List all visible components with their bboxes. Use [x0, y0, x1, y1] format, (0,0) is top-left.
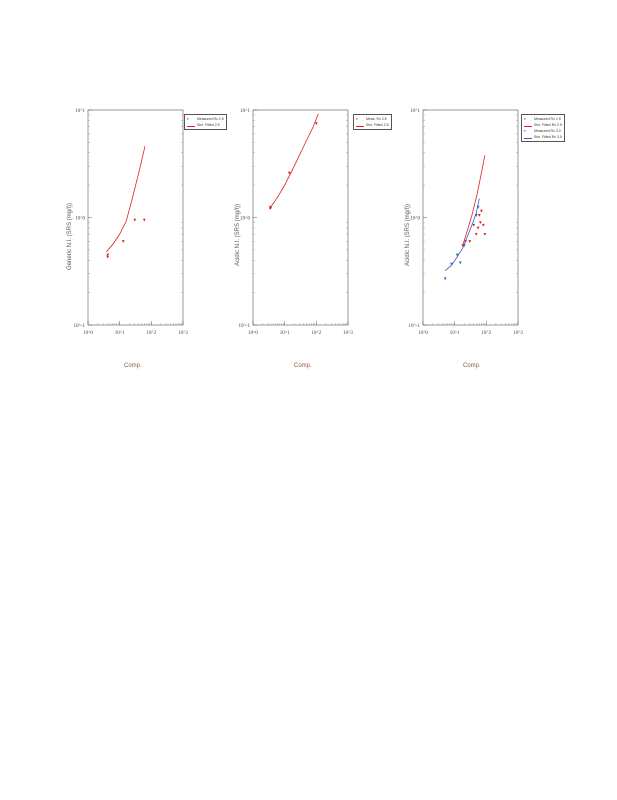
- x-axis-label-2: Comp.: [294, 363, 312, 369]
- data-point: [479, 221, 482, 225]
- legend-label: Measured Rx 2.5: [534, 117, 561, 121]
- legend-item: ▾ Meas. Rx 2.5: [356, 116, 389, 122]
- series-line: [444, 198, 480, 272]
- plot-frame: [252, 109, 349, 326]
- legend-item: ▾ Measured Rx 3.0: [524, 128, 562, 134]
- legend-label: Measured Rx 2.5: [197, 117, 224, 121]
- series-line: [106, 146, 146, 253]
- y-tick-label: 10^0: [240, 217, 250, 222]
- legend-1: ▾ Measured Rx 2.5 Sim. Fitted 2.5: [184, 114, 227, 130]
- chart-panel-1: 10^-1 10^0 10^1 10^0 10^1 10^2 10^3: [60, 105, 195, 375]
- legend-2: ▾ Meas. Rx 2.5 Sim. Fitted 2.5: [353, 114, 392, 130]
- data-point: [106, 253, 110, 257]
- x-tick-label: 10^1: [280, 331, 290, 336]
- x-tick-label: 10^0: [83, 331, 93, 336]
- legend-item: Sim. Fitted 2.5: [187, 122, 224, 128]
- data-point: [472, 223, 476, 227]
- legend-marker-icon: ▾: [524, 116, 526, 121]
- data-point: [474, 232, 478, 236]
- data-point: [443, 277, 447, 281]
- legend-line-icon: [187, 123, 195, 127]
- data-point: [142, 218, 146, 222]
- x-tick-label: 10^0: [248, 331, 258, 336]
- x-tick-label: 10^0: [418, 331, 428, 336]
- data-point: [121, 240, 125, 243]
- legend-line-icon: [356, 123, 364, 127]
- y-axis-label-2: Acidic N.I. (SRS (mg/l)): [235, 203, 241, 266]
- x-tick-label: 10^3: [513, 331, 523, 336]
- x-tick-label: 10^3: [343, 331, 353, 336]
- data-point: [455, 253, 459, 257]
- data-point: [476, 226, 480, 230]
- y-tick-label: 10^0: [75, 217, 85, 222]
- chart-panel-2: 10^-1 10^0 10^1 10^0 10^1 10^2 10^3: [225, 105, 360, 375]
- y-tick-label: 10^-1: [73, 324, 85, 329]
- x-tick-label: 10^2: [481, 331, 491, 336]
- series-line: [462, 155, 486, 246]
- data-point: [462, 244, 466, 248]
- legend-label: Meas. Rx 2.5: [366, 117, 387, 121]
- data-point: [287, 171, 291, 175]
- data-point: [480, 209, 483, 213]
- chart-svg-1: 10^-1 10^0 10^1 10^0 10^1 10^2 10^3: [73, 109, 188, 336]
- y-tick-label: 10^1: [240, 109, 250, 114]
- data-point: [468, 240, 472, 243]
- y-axis-label-1: Generic N.I. (SRS (mg/l)): [67, 202, 73, 270]
- y-axis-label-3: Acidic N.I. (SRS (mg/l)): [405, 203, 411, 266]
- data-point: [481, 223, 485, 227]
- legend-item: ▾ Measured Rx 2.5: [524, 116, 562, 122]
- legend-line-icon: [524, 135, 532, 139]
- y-tick-label: 10^0: [410, 217, 420, 222]
- legend-item: Sim. Fitted 2.5: [356, 122, 389, 128]
- x-tick-label: 10^3: [178, 331, 188, 336]
- legend-label: Sim. Fitted Rx 2.5: [534, 123, 562, 127]
- legend-label: Sim. Fitted 2.5: [197, 123, 220, 127]
- y-tick-label: 10^-1: [238, 324, 250, 329]
- legend-label: Sim. Fitted 2.5: [366, 123, 389, 127]
- data-point: [106, 255, 110, 259]
- x-tick-label: 10^1: [450, 331, 460, 336]
- x-axis-label-3: Comp.: [463, 363, 481, 369]
- data-point: [477, 214, 481, 217]
- x-axis-label-1: Comp.: [124, 363, 142, 369]
- y-tick-label: 10^1: [410, 109, 420, 114]
- x-tick-label: 10^2: [146, 331, 156, 336]
- chart-svg-3: 10^-1 10^0 10^1 10^0 10^1 10^2 10^3: [408, 109, 523, 336]
- legend-marker-icon: ▾: [356, 116, 358, 121]
- legend-line-icon: [524, 123, 532, 127]
- legend-item: Sim. Fitted Rx 3.0: [524, 134, 562, 140]
- x-tick-label: 10^2: [311, 331, 321, 336]
- data-point: [483, 232, 487, 236]
- series-line: [269, 113, 319, 210]
- chart-svg-2: 10^-1 10^0 10^1 10^0 10^1 10^2 10^3: [238, 109, 353, 336]
- data-point: [133, 218, 137, 222]
- legend-marker-icon: ▾: [187, 116, 189, 121]
- plot-frame: [422, 109, 519, 326]
- data-point: [314, 122, 318, 126]
- legend-item: Sim. Fitted Rx 2.5: [524, 122, 562, 128]
- data-point: [458, 261, 462, 265]
- plot-frame: [87, 109, 184, 326]
- legend-label: Sim. Fitted Rx 3.0: [534, 135, 562, 139]
- x-tick-label: 10^1: [115, 331, 125, 336]
- legend-label: Measured Rx 3.0: [534, 129, 561, 133]
- y-tick-label: 10^1: [75, 109, 85, 114]
- y-tick-label: 10^-1: [408, 324, 420, 329]
- data-point: [450, 262, 453, 266]
- legend-item: ▾ Measured Rx 2.5: [187, 116, 224, 122]
- chart-panel-3: 10^-1 10^0 10^1 10^0 10^1 10^2 10^3: [395, 105, 530, 375]
- legend-marker-icon: ▾: [524, 128, 526, 133]
- legend-3: ▾ Measured Rx 2.5 Sim. Fitted Rx 2.5 ▾ Mea…: [521, 114, 565, 142]
